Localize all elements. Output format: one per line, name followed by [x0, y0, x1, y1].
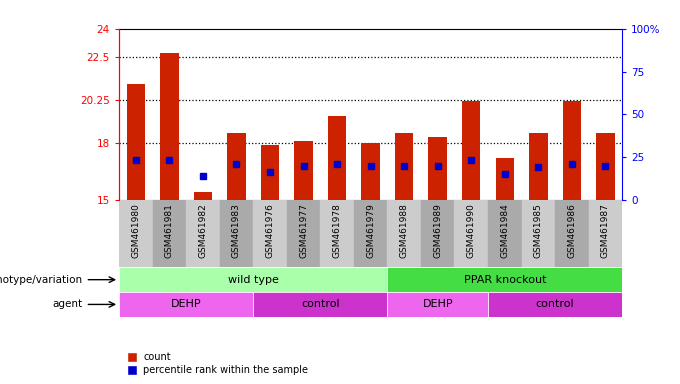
Text: GSM461977: GSM461977 [299, 203, 308, 258]
Bar [287, 200, 320, 267]
Text: GSM461987: GSM461987 [601, 203, 610, 258]
Bar [589, 200, 622, 267]
Legend: count, percentile rank within the sample: count, percentile rank within the sample [124, 348, 312, 379]
Bar [361, 143, 380, 200]
Bar [194, 192, 212, 200]
Text: GSM461988: GSM461988 [400, 203, 409, 258]
Text: GSM461979: GSM461979 [366, 203, 375, 258]
Text: genotype/variation: genotype/variation [0, 275, 82, 285]
Bar [152, 200, 186, 267]
Text: GSM461985: GSM461985 [534, 203, 543, 258]
Bar [488, 292, 622, 317]
Text: GSM461984: GSM461984 [500, 203, 509, 258]
Bar [186, 200, 220, 267]
Bar [454, 200, 488, 267]
Bar [488, 200, 522, 267]
Text: GSM461983: GSM461983 [232, 203, 241, 258]
Bar [562, 101, 581, 200]
Bar [428, 137, 447, 200]
Bar [119, 200, 152, 267]
Bar [260, 145, 279, 200]
Bar [328, 116, 346, 200]
Bar [421, 200, 454, 267]
Bar [126, 84, 145, 200]
Text: GSM461976: GSM461976 [265, 203, 275, 258]
Bar [354, 200, 388, 267]
Bar [320, 200, 354, 267]
Bar [119, 292, 253, 317]
Text: agent: agent [52, 300, 82, 310]
Text: DEHP: DEHP [171, 300, 201, 310]
Bar [529, 133, 547, 200]
Text: GSM461982: GSM461982 [199, 203, 207, 258]
Text: control: control [301, 300, 339, 310]
Text: DEHP: DEHP [422, 300, 453, 310]
Bar [522, 200, 555, 267]
Bar [253, 292, 388, 317]
Bar [496, 158, 514, 200]
Bar [555, 200, 589, 267]
Bar [119, 267, 388, 292]
Text: GSM461980: GSM461980 [131, 203, 140, 258]
Bar [253, 200, 287, 267]
Text: GSM461978: GSM461978 [333, 203, 341, 258]
Bar [395, 133, 413, 200]
Bar [227, 133, 245, 200]
Bar [388, 267, 622, 292]
Bar [294, 141, 313, 200]
Text: PPAR knockout: PPAR knockout [464, 275, 546, 285]
Text: GSM461990: GSM461990 [466, 203, 476, 258]
Bar [160, 53, 179, 200]
Bar [388, 292, 488, 317]
Text: GSM461981: GSM461981 [165, 203, 174, 258]
Bar [462, 101, 481, 200]
Text: GSM461986: GSM461986 [567, 203, 577, 258]
Text: control: control [536, 300, 575, 310]
Text: wild type: wild type [228, 275, 279, 285]
Bar [388, 200, 421, 267]
Bar [220, 200, 253, 267]
Bar [596, 133, 615, 200]
Text: GSM461989: GSM461989 [433, 203, 442, 258]
